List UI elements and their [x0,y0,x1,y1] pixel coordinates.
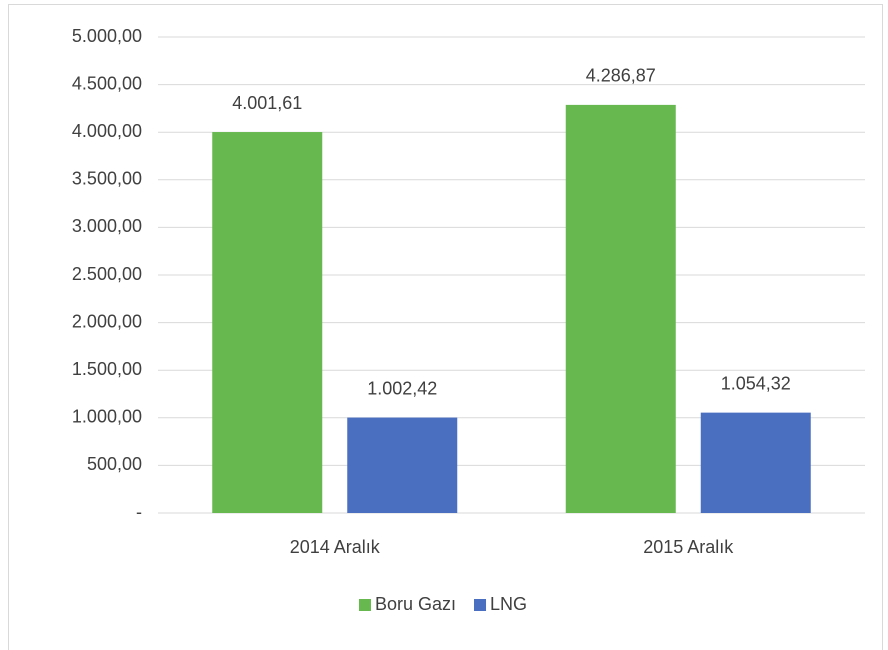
y-tick-label: 2.500,00 [72,264,142,284]
legend-item: LNG [474,594,527,614]
y-tick-label: 4.500,00 [72,73,142,93]
y-tick-label: 500,00 [87,454,142,474]
value-label: 4.286,87 [586,66,656,86]
bar [700,412,811,513]
legend-label: Boru Gazı [375,594,456,614]
y-tick-label: 5.000,00 [72,26,142,46]
value-label: 1.054,32 [721,373,791,393]
legend-item: Boru Gazı [358,594,456,614]
bar [565,104,676,513]
chart-border [8,4,883,650]
y-tick-label: 4.000,00 [72,121,142,141]
x-tick-label: 2014 Aralık [290,537,381,557]
x-tick-label: 2015 Aralık [643,537,734,557]
y-tick-label: 3.000,00 [72,216,142,236]
bar [347,417,458,513]
y-tick-label: - [136,502,142,522]
legend-swatch [474,599,487,611]
bar [212,132,323,513]
legend-label: LNG [490,594,527,614]
legend-swatch [358,599,371,611]
y-tick-label: 1.000,00 [72,407,142,427]
value-label: 4.001,61 [232,93,302,113]
y-tick-label: 2.000,00 [72,311,142,331]
y-tick-label: 1.500,00 [72,359,142,379]
value-label: 1.002,42 [367,378,437,398]
y-tick-label: 3.500,00 [72,169,142,189]
